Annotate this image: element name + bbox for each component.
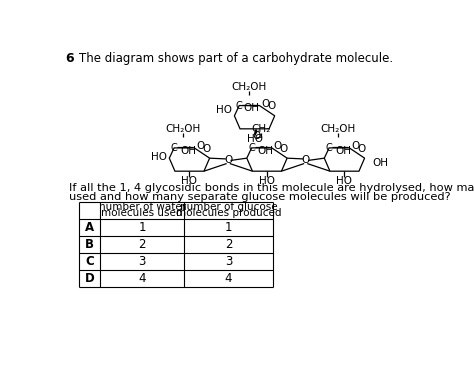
Text: O: O: [267, 101, 276, 112]
Text: O: O: [262, 99, 270, 109]
Text: 3: 3: [138, 255, 146, 268]
Text: O: O: [351, 141, 360, 151]
Text: number of water: number of water: [99, 202, 186, 212]
Text: OH: OH: [180, 146, 196, 156]
Text: molecules produced: molecules produced: [176, 208, 282, 218]
Text: HO: HO: [182, 176, 198, 186]
Text: 1: 1: [138, 221, 146, 234]
Text: C: C: [236, 101, 243, 110]
Text: OH: OH: [244, 103, 260, 113]
Text: C: C: [171, 143, 177, 153]
Text: 2: 2: [225, 238, 232, 251]
Text: HO: HO: [337, 176, 353, 186]
Text: 6: 6: [65, 52, 74, 65]
Text: CH₂OH: CH₂OH: [321, 124, 356, 134]
Text: C: C: [326, 143, 333, 153]
Text: C: C: [248, 143, 255, 153]
Text: OH: OH: [335, 146, 351, 156]
Text: O: O: [202, 144, 210, 154]
Text: CH₂OH: CH₂OH: [231, 82, 266, 92]
Text: number of glucose: number of glucose: [180, 202, 277, 212]
Text: HO: HO: [151, 152, 167, 161]
Text: used and how many separate glucose molecules will be produced?: used and how many separate glucose molec…: [69, 192, 450, 202]
Text: 4: 4: [138, 272, 146, 285]
Text: 3: 3: [225, 255, 232, 268]
Text: OH: OH: [373, 158, 388, 168]
Text: HO: HO: [216, 105, 232, 115]
Text: 1: 1: [225, 221, 232, 234]
Text: D: D: [84, 272, 94, 285]
Text: 2: 2: [138, 238, 146, 251]
Text: O: O: [301, 155, 310, 165]
Text: CH₂: CH₂: [251, 124, 271, 134]
Text: C: C: [85, 255, 94, 268]
Text: HO: HO: [246, 134, 263, 144]
Text: O: O: [196, 141, 205, 151]
Text: The diagram shows part of a carbohydrate molecule.: The diagram shows part of a carbohydrate…: [79, 52, 393, 65]
Text: A: A: [85, 221, 94, 234]
Text: OH: OH: [258, 146, 273, 156]
Text: 4: 4: [225, 272, 232, 285]
Text: HO: HO: [259, 176, 275, 186]
Text: B: B: [85, 238, 94, 251]
Text: molecules used: molecules used: [101, 208, 183, 218]
Text: O: O: [253, 131, 261, 141]
Text: O: O: [357, 144, 365, 154]
Text: CH₂OH: CH₂OH: [166, 124, 201, 134]
Text: O: O: [280, 144, 288, 154]
Text: O: O: [224, 155, 232, 165]
Text: O: O: [274, 141, 282, 151]
Text: If all the 1, 4 glycosidic bonds in this molecule are hydrolysed, how many water: If all the 1, 4 glycosidic bonds in this…: [69, 184, 474, 193]
